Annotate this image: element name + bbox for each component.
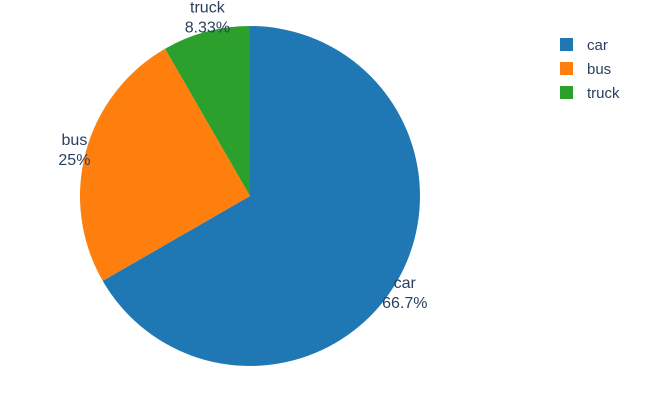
legend-label-truck: truck	[587, 85, 620, 102]
pie-slice-bus	[79, 48, 250, 281]
pie-slice-car	[102, 26, 421, 367]
pie-slice-truck	[165, 26, 250, 196]
legend-item-car[interactable]: car	[560, 37, 608, 54]
pie-slices	[79, 26, 421, 367]
legend: car bus truck	[560, 37, 620, 102]
legend-swatch-car	[560, 38, 573, 51]
legend-item-bus[interactable]: bus	[560, 61, 611, 78]
legend-swatch-truck	[560, 86, 573, 99]
pie-slice-labels: car 66.7% bus 25% truck 8.33%	[58, 0, 427, 312]
legend-label-car: car	[587, 37, 608, 54]
slice-label-percent-bus: 25%	[58, 152, 90, 169]
legend-item-truck[interactable]: truck	[560, 85, 620, 102]
slice-label-percent-truck: 8.33%	[185, 19, 230, 36]
slice-label-name-car: car	[394, 275, 417, 292]
legend-label-bus: bus	[587, 61, 611, 78]
slice-label-name-bus: bus	[62, 132, 88, 149]
slice-label-percent-car: 66.7%	[382, 295, 427, 312]
legend-swatch-bus	[560, 62, 573, 75]
slice-label-name-truck: truck	[190, 0, 226, 16]
